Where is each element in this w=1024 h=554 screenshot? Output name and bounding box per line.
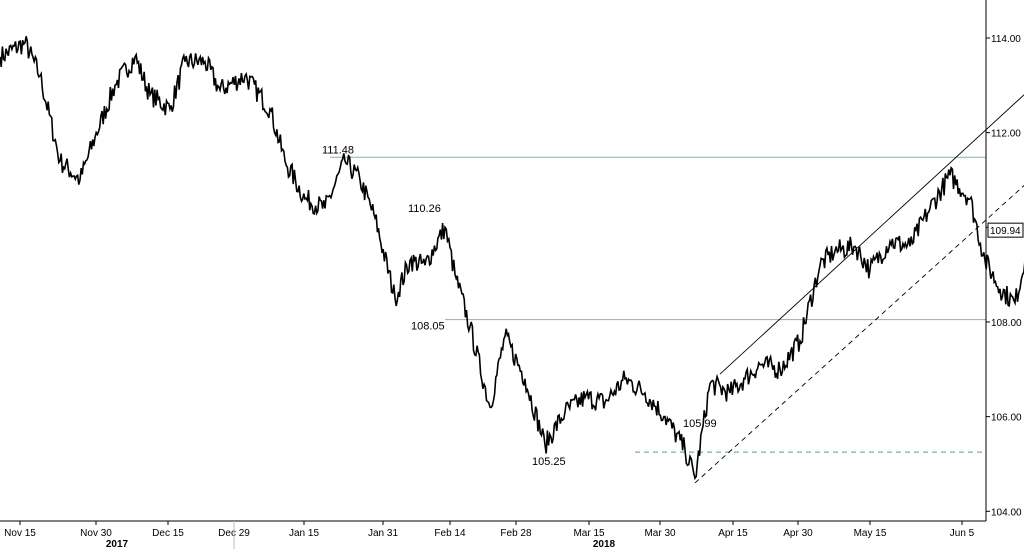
x-tick-label: Jan 15 — [289, 528, 319, 539]
lower-trend-line — [694, 185, 1024, 484]
x-tick-label: Feb 14 — [434, 528, 466, 539]
upper-trend-line — [719, 94, 1024, 375]
level-label: 111.48 — [322, 144, 354, 156]
x-tick-label: Apr 30 — [783, 528, 813, 539]
y-tick-label: 112.00 — [991, 129, 1021, 140]
level-label: 108.05 — [411, 321, 445, 333]
year-label: 2018 — [593, 539, 616, 549]
y-tick-label: 114.00 — [991, 34, 1021, 45]
x-tick-label: May 15 — [854, 528, 887, 539]
year-label: 2017 — [106, 539, 129, 549]
x-tick-label: Nov 30 — [80, 528, 112, 539]
y-tick-label: 104.00 — [991, 507, 1022, 518]
x-tick-label: Mar 30 — [644, 528, 676, 539]
x-tick-label: Apr 15 — [718, 528, 748, 539]
y-tick-label: 106.00 — [991, 413, 1022, 424]
price-line — [0, 36, 1024, 481]
x-tick-label: Feb 28 — [500, 528, 532, 539]
x-tick-label: Jun 5 — [950, 528, 975, 539]
annotation-label: 110.26 — [408, 203, 441, 215]
x-tick-label: Dec 15 — [152, 528, 184, 539]
x-tick-label: Jan 31 — [368, 528, 398, 539]
x-tick-label: Nov 15 — [4, 528, 36, 539]
level-label: 105.25 — [532, 456, 566, 468]
last-value-label: 109.94 — [990, 226, 1021, 237]
x-tick-label: Mar 15 — [573, 528, 605, 539]
annotation-label: 105.99 — [683, 418, 717, 430]
y-tick-label: 108.00 — [991, 318, 1022, 329]
last-value-tag — [987, 222, 1024, 238]
